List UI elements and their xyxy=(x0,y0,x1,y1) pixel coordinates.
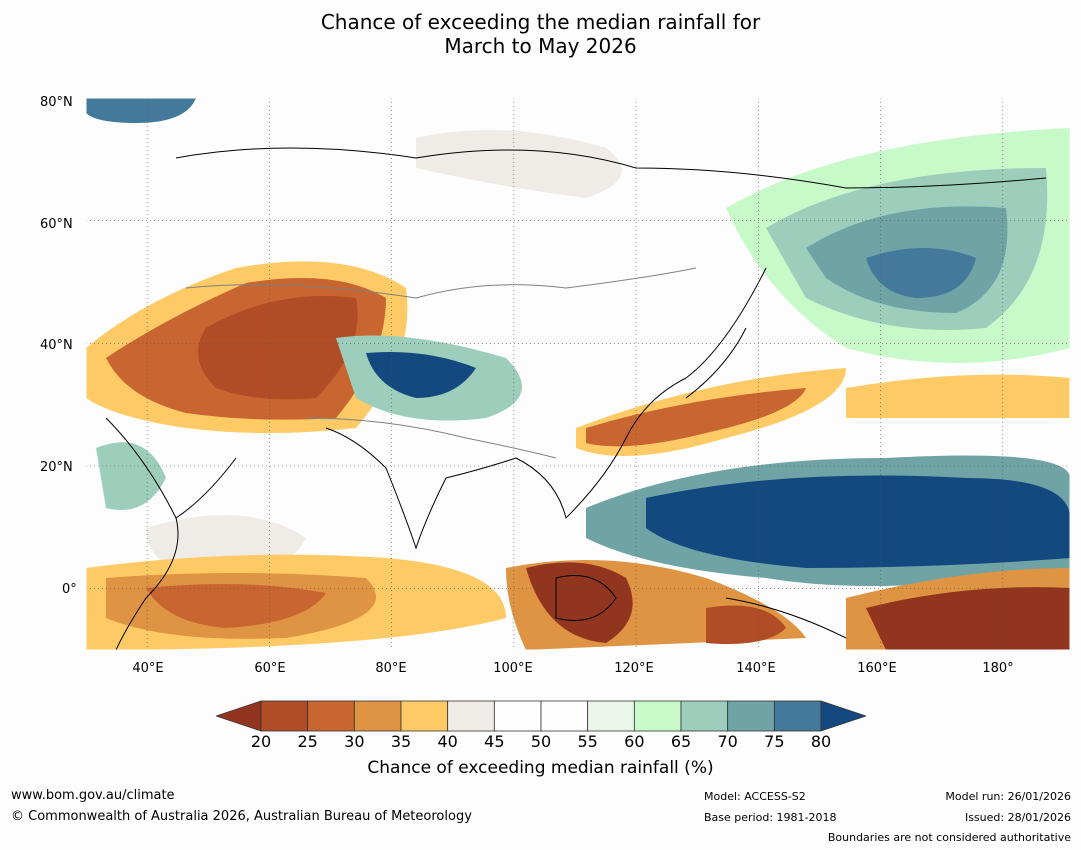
colorbar-cell xyxy=(680,700,729,732)
coastline-india xyxy=(325,427,517,550)
colorbar-tick-label: 60 xyxy=(624,732,645,751)
colorbar-tick-label: 50 xyxy=(530,732,552,751)
region-arabia-wet xyxy=(96,442,166,510)
footer-website: www.bom.gov.au/climate xyxy=(11,788,175,803)
lon-label-80e: 80°E xyxy=(375,661,407,676)
coastline-borneo xyxy=(555,575,617,621)
colorbar-tick-label: 25 xyxy=(297,732,318,751)
coastline-new-guinea xyxy=(725,597,847,639)
colorbar-cell xyxy=(353,700,402,732)
lon-label-140e: 140°E xyxy=(736,661,776,676)
colorbar-cell xyxy=(727,700,775,732)
colorbar-cell xyxy=(493,700,542,732)
colorbar-cell xyxy=(400,700,449,732)
country-borders xyxy=(185,267,697,459)
colorbar-tick-label: 45 xyxy=(484,732,505,751)
coastline-japan xyxy=(685,327,747,399)
border-central-asia xyxy=(185,267,697,299)
footer-disclaimer: Boundaries are not considered authoritat… xyxy=(827,831,1071,844)
colorbar-cell xyxy=(633,700,682,732)
footer-base-period: Base period: 1981-2018 xyxy=(704,811,837,824)
footer-copyright: © Commonwealth of Australia 2026, Austra… xyxy=(11,809,472,824)
colorbar-cell xyxy=(447,700,495,732)
map-title: Chance of exceeding the median rainfall … xyxy=(0,10,1081,58)
lon-label-100e: 100°E xyxy=(493,661,533,676)
colorbar xyxy=(216,700,866,732)
colorbar-cell xyxy=(773,700,822,732)
lon-label-180: 180° xyxy=(982,661,1014,676)
graticule xyxy=(86,98,1070,650)
colorbar-tick-label: 75 xyxy=(764,732,785,751)
colorbar-tick-label: 70 xyxy=(717,732,738,751)
coastline-africa-east xyxy=(115,517,179,650)
region-east-band-right xyxy=(846,374,1070,418)
lat-label-40n: 40°N xyxy=(40,338,73,353)
rainfall-anomaly-regions xyxy=(86,98,1070,650)
region-maritime-dark xyxy=(526,562,633,643)
colorbar-tick-label: 65 xyxy=(670,732,692,751)
coastline-eurasia-north xyxy=(175,147,1047,189)
coastline-east-asia xyxy=(515,267,767,519)
colorbar-extend-low xyxy=(216,700,262,732)
region-indian-ocean-dark xyxy=(146,584,326,628)
coastlines xyxy=(105,147,1047,650)
lon-label-60e: 60°E xyxy=(254,661,286,676)
title-line-1: Chance of exceeding the median rainfall … xyxy=(320,10,761,34)
region-north-pacific-core xyxy=(866,248,976,298)
colorbar-label: Chance of exceeding median rainfall (%) xyxy=(367,758,714,778)
lat-label-20n: 20°N xyxy=(40,460,73,475)
region-west-pacific-dark xyxy=(646,475,1070,568)
lon-label-120e: 120°E xyxy=(614,661,654,676)
region-tibet-dark xyxy=(366,352,476,398)
colorbar-tick-label: 20 xyxy=(250,732,272,751)
colorbar-cell xyxy=(540,700,589,732)
colorbar-tick-label: 35 xyxy=(390,732,412,751)
region-eq-pacific-dark xyxy=(866,587,1070,650)
colorbar-tick-label: 55 xyxy=(577,732,598,751)
border-himalaya xyxy=(305,417,557,459)
footer-model-run: Model run: 26/01/2026 xyxy=(945,790,1071,803)
lat-label-0: 0° xyxy=(62,582,77,597)
colorbar-tick-label: 80 xyxy=(810,732,832,751)
region-central-asia-dark xyxy=(198,296,358,400)
colorbar-cell xyxy=(260,700,309,732)
colorbar-cells xyxy=(216,700,866,732)
colorbar-cell xyxy=(307,700,355,732)
colorbar-tick-label: 30 xyxy=(344,732,365,751)
region-east-band-mid xyxy=(586,388,806,447)
colorbar-extend-high xyxy=(820,700,866,732)
lon-label-160e: 160°E xyxy=(857,661,897,676)
title-line-2: March to May 2026 xyxy=(444,34,637,58)
colorbar-cell xyxy=(587,700,635,732)
rainfall-map xyxy=(86,98,1070,650)
region-grey-north xyxy=(416,130,622,198)
footer-issued: Issued: 28/01/2026 xyxy=(964,811,1071,824)
region-arctic-wet xyxy=(86,98,196,123)
lon-label-40e: 40°E xyxy=(132,661,164,676)
colorbar-tick-label: 40 xyxy=(437,732,458,751)
lat-label-60n: 60°N xyxy=(40,217,73,232)
region-png-dry xyxy=(706,605,786,644)
lat-label-80n: 80°N xyxy=(40,95,73,110)
footer-model: Model: ACCESS-S2 xyxy=(704,790,806,803)
coastline-arabia xyxy=(105,417,237,519)
